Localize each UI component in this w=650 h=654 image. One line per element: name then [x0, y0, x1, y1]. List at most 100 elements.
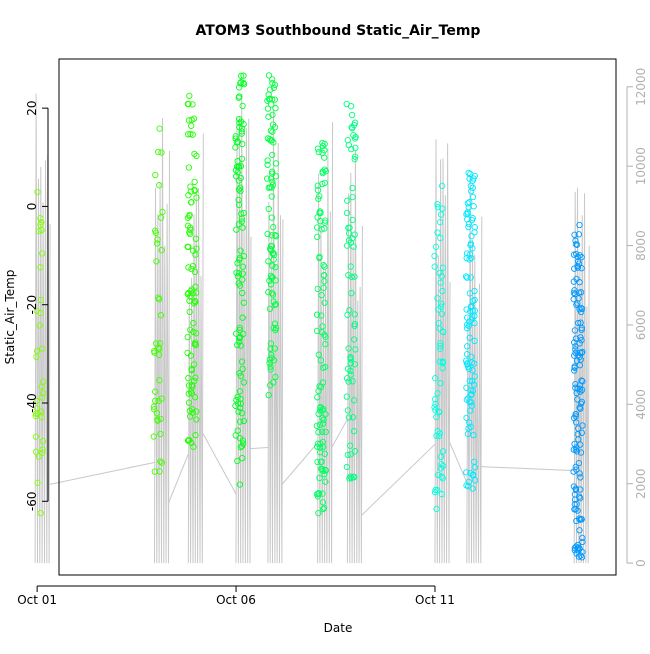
temperature-point: [237, 395, 244, 403]
temperature-point: [432, 401, 439, 408]
temperature-point: [352, 153, 359, 160]
temperature-point: [439, 287, 446, 295]
temperature-point: [265, 72, 273, 79]
temperature-point: [439, 264, 447, 271]
altitude-spike: [235, 93, 252, 564]
temperature-point: [469, 184, 476, 191]
temperature-point: [466, 199, 473, 206]
temperature-point: [193, 416, 200, 423]
altitude-transit-line: [480, 466, 575, 472]
temperature-point: [437, 453, 444, 461]
altitude-spike: [434, 139, 451, 564]
temperature-point: [344, 451, 351, 459]
temperature-point: [240, 417, 248, 425]
temperature-point: [314, 394, 321, 401]
temperature-point: [437, 211, 445, 218]
temperature-point: [573, 466, 580, 473]
temperature-point: [33, 397, 40, 405]
temperature-point: [192, 341, 200, 349]
temperature-point: [156, 125, 163, 132]
temperature-point: [184, 100, 192, 108]
temperature-point: [187, 183, 194, 190]
temperature-point: [433, 432, 440, 440]
temperature-point: [35, 453, 42, 460]
temperature-point: [467, 182, 475, 190]
temperature-point: [347, 263, 354, 270]
temperature-point: [40, 378, 47, 385]
temperature-point: [316, 444, 324, 451]
temperature-point: [577, 495, 584, 502]
temperature-point: [570, 483, 578, 490]
temperature-point: [269, 111, 276, 118]
temperature-point: [571, 363, 578, 370]
temperature-point: [435, 306, 442, 313]
temperature-point: [469, 387, 477, 395]
temperature-point: [191, 186, 198, 194]
temperature-point: [463, 343, 471, 350]
temperature-point: [237, 184, 244, 191]
temperature-point: [265, 113, 272, 120]
temperature-point: [349, 184, 356, 192]
temperature-point: [471, 229, 478, 236]
temperature-point: [578, 377, 585, 384]
temperature-point: [438, 473, 445, 480]
temperature-point: [579, 378, 586, 385]
temperature-point: [322, 168, 330, 175]
temperature-point: [270, 357, 278, 364]
temperature-point: [264, 157, 271, 164]
temperature-point: [157, 430, 164, 438]
temperature-point: [577, 289, 585, 296]
temperature-point: [271, 301, 279, 309]
temperature-point: [571, 287, 578, 294]
temperature-point: [272, 233, 280, 240]
temperature-point: [347, 367, 354, 375]
temperature-point: [571, 491, 579, 498]
temperature-point: [345, 378, 352, 385]
temperature-point: [186, 229, 193, 236]
temperature-point: [465, 223, 472, 231]
temperature-point: [315, 351, 322, 358]
temperature-point: [154, 416, 161, 423]
temperature-point: [468, 302, 475, 310]
altitude-spike: [317, 122, 334, 564]
temperature-point: [438, 310, 445, 317]
temperature-point: [439, 205, 446, 212]
temperature-point: [319, 379, 327, 386]
temperature-point: [345, 414, 353, 421]
temperature-point: [321, 166, 328, 173]
temperature-point: [191, 178, 198, 186]
altitude-transit-line: [168, 453, 189, 504]
temperature-point: [185, 192, 192, 199]
x-tick-label: Oct 01: [17, 593, 57, 607]
temperature-point: [272, 231, 279, 239]
temperature-point: [240, 299, 247, 306]
plot-frame: [58, 58, 617, 576]
temperature-point: [316, 192, 323, 200]
temperature-point: [185, 399, 193, 406]
temperature-point: [466, 175, 473, 182]
temperature-point: [465, 483, 472, 490]
temperature-point: [350, 428, 358, 435]
temperature-point: [351, 311, 358, 318]
temperature-point: [574, 544, 582, 552]
temperature-point: [577, 474, 584, 481]
temperature-point: [572, 384, 579, 391]
x-axis-label: Date: [324, 621, 353, 635]
temperature-point: [469, 193, 477, 201]
temperature-point: [152, 388, 159, 395]
temperature-point: [270, 324, 277, 332]
y-tick-label: 0: [25, 203, 39, 211]
temperature-point: [321, 140, 328, 148]
temperature-point: [467, 469, 474, 477]
temperature-point: [240, 72, 247, 79]
temperature-point: [159, 208, 166, 216]
temperature-point: [157, 312, 165, 319]
temperature-point: [344, 197, 351, 204]
temperature-point: [319, 142, 327, 150]
altitude-transit-line: [281, 442, 318, 485]
temperature-point: [267, 363, 274, 370]
temperature-point: [349, 414, 357, 421]
altitude-spike: [187, 133, 204, 564]
temperature-point: [269, 181, 277, 188]
temperature-point: [321, 154, 328, 161]
